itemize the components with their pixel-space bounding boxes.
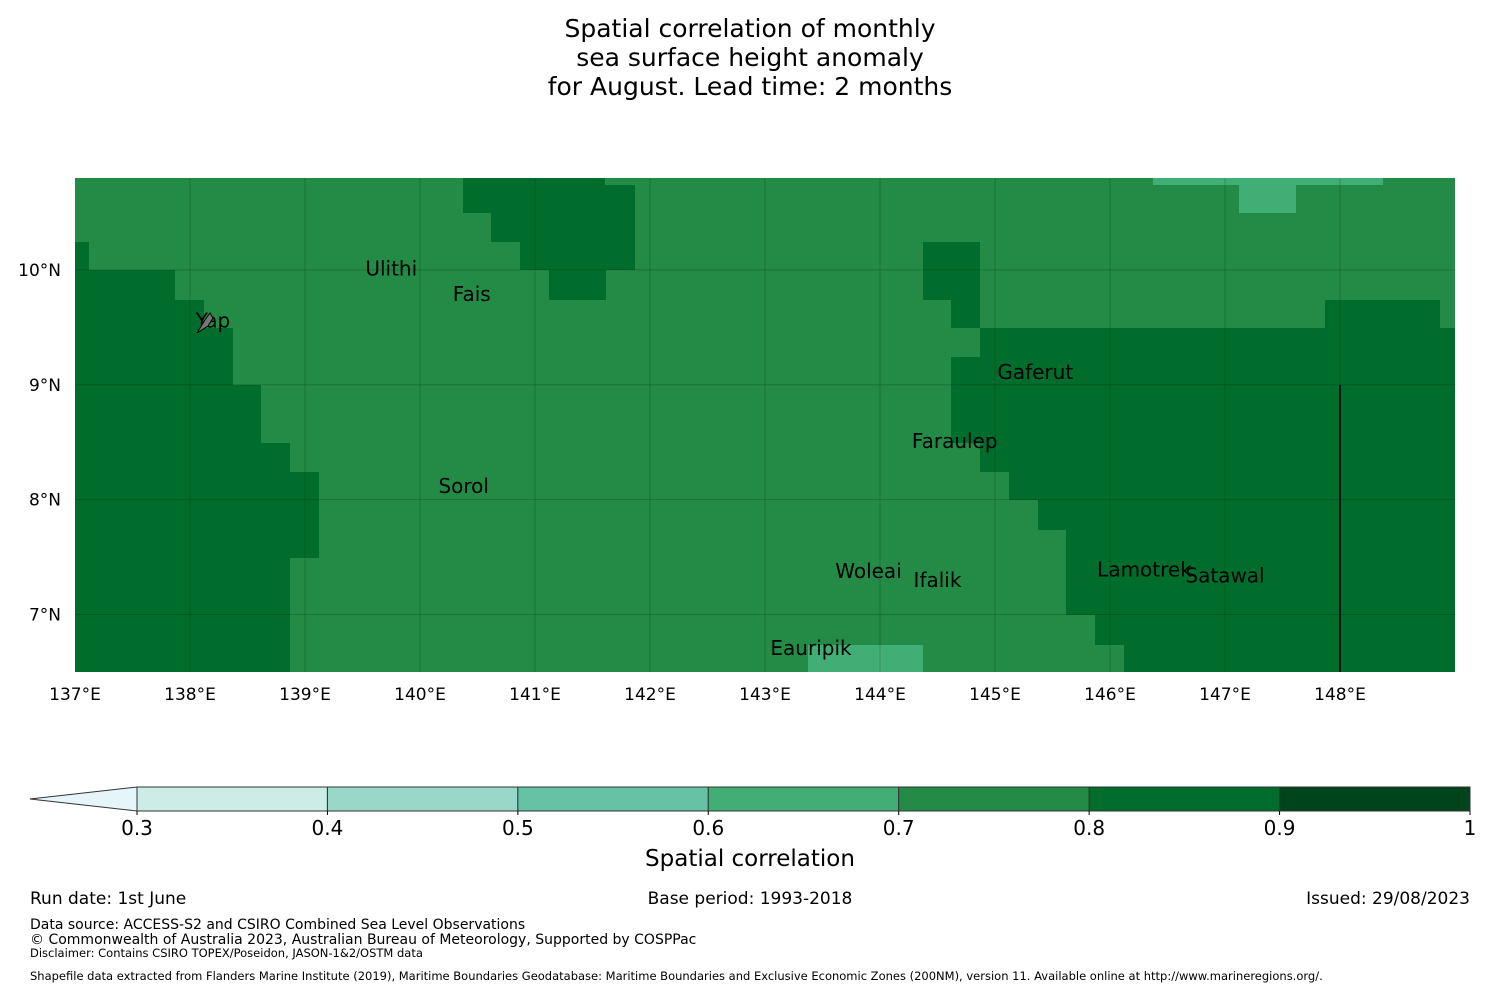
colorbar-tick-label: 0.3	[121, 816, 153, 840]
lon-tick-label: 138°E	[164, 685, 216, 705]
region-north-east	[923, 242, 980, 328]
colorbar-tick-label: 0.9	[1264, 816, 1296, 840]
colorbar-tick-label: 0.8	[1073, 816, 1105, 840]
colorbar-segment	[1088, 786, 1281, 812]
colorbar-ticks: 0.3 0.4 0.5 0.6 0.7 0.8 0.9 1	[121, 811, 1476, 840]
chart-title: Spatial correlation of monthly sea surfa…	[0, 14, 1500, 101]
lon-tick-label: 137°E	[49, 685, 101, 705]
colorbar-label: Spatial correlation	[645, 846, 855, 872]
lat-tick-label: 9°N	[29, 376, 61, 396]
place-label: Satawal	[1185, 563, 1264, 587]
region-west	[75, 242, 319, 672]
lat-tick-label: 10°N	[18, 261, 61, 281]
colorbar-segment	[517, 786, 709, 812]
lon-tick-label: 141°E	[509, 685, 561, 705]
colorbar-segment	[136, 786, 328, 812]
copyright: © Commonwealth of Australia 2023, Austra…	[30, 932, 697, 948]
place-label: Faraulep	[912, 429, 998, 453]
lon-tick-label: 140°E	[394, 685, 446, 705]
colorbar-segment	[326, 786, 519, 812]
colorbar-segments	[29, 786, 1471, 812]
lat-tick-label: 8°N	[29, 491, 61, 511]
correlation-grid	[75, 178, 1455, 672]
region-north	[463, 178, 635, 300]
colorbar-tick-label: 1	[1464, 816, 1477, 840]
lon-tick-label: 143°E	[739, 685, 791, 705]
lon-tick-label: 139°E	[279, 685, 331, 705]
region-east	[951, 300, 1455, 672]
shapefile-credit: Shapefile data extracted from Flanders M…	[30, 969, 1323, 983]
colorbar-segment	[1279, 786, 1471, 812]
place-label: Ulithi	[365, 257, 417, 281]
colorbar-tick-label: 0.5	[502, 816, 534, 840]
place-label: Fais	[453, 282, 491, 306]
disclaimer: Disclaimer: Contains CSIRO TOPEX/Poseido…	[30, 946, 423, 960]
place-label: Ifalik	[914, 568, 962, 592]
axis-tick-labels: 137°E 138°E 139°E 140°E 141°E 142°E 143°E 144°E…	[18, 261, 1366, 705]
graticule	[75, 178, 1455, 672]
place-label: Lamotrek	[1097, 558, 1192, 582]
lon-tick-label: 146°E	[1084, 685, 1136, 705]
colorbar-segment	[707, 786, 900, 812]
place-label: Eauripik	[770, 636, 852, 660]
region-light-south	[808, 645, 923, 672]
colorbar: 0.3 0.4 0.5 0.6 0.7 0.8 0.9 1	[29, 786, 1476, 840]
title-line-2: sea surface height anomaly	[576, 43, 924, 72]
region-light-north	[1153, 178, 1383, 213]
colorbar-segment	[898, 786, 1090, 812]
title-line-1: Spatial correlation of monthly	[564, 14, 936, 43]
base-period: Base period: 1993-2018	[647, 889, 853, 909]
data-source: Data source: ACCESS-S2 and CSIRO Combine…	[30, 917, 526, 933]
colorbar-tick-label: 0.7	[883, 816, 915, 840]
lon-tick-label: 144°E	[854, 685, 906, 705]
colorbar-tick-label: 0.4	[312, 816, 344, 840]
lon-tick-label: 148°E	[1314, 685, 1366, 705]
lat-tick-label: 7°N	[29, 606, 61, 626]
colorbar-extend-arrow	[29, 786, 138, 812]
colorbar-tick-label: 0.6	[692, 816, 724, 840]
place-label: Sorol	[438, 474, 489, 498]
place-label: Gaferut	[997, 360, 1073, 384]
title-line-3: for August. Lead time: 2 months	[547, 72, 953, 101]
lon-tick-label: 142°E	[624, 685, 676, 705]
issued-date: Issued: 29/08/2023	[1306, 889, 1470, 909]
lon-tick-label: 147°E	[1199, 685, 1251, 705]
yap-island-shape	[196, 312, 214, 334]
run-date: Run date: 1st June	[30, 889, 187, 909]
lon-tick-label: 145°E	[969, 685, 1021, 705]
place-label: Woleai	[835, 559, 902, 583]
